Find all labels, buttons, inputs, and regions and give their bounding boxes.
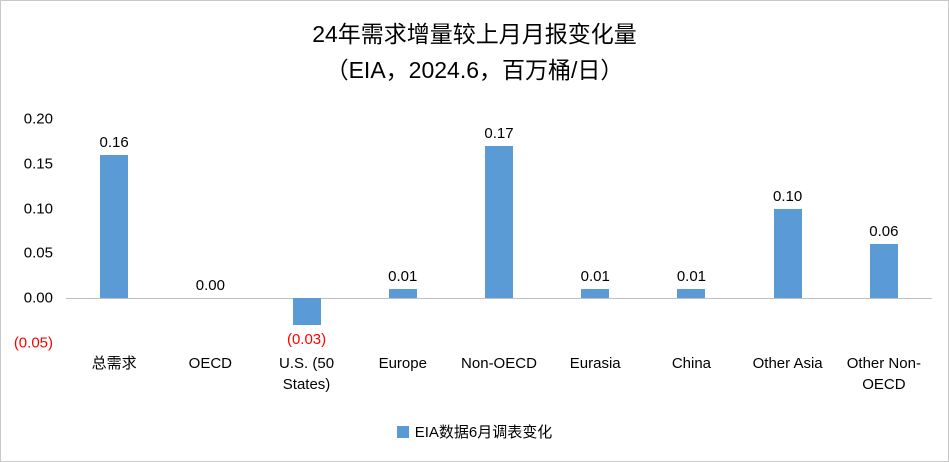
chart-title-line1: 24年需求增量较上月月报变化量 [312,21,637,47]
x-axis-line [66,298,932,300]
category-label: Eurasia [569,355,621,372]
chart-title: 24年需求增量较上月月报变化量 （EIA，2024.6，百万桶/日） [1,17,948,88]
category-label: Europe [378,355,427,372]
bar-6 [677,289,706,299]
y-tick-label: 0.20 [23,110,53,128]
bar-8 [869,244,898,299]
data-label: 0.00 [195,277,225,295]
category-label: 总需求 [91,355,137,372]
category-label: Other Non-OECD [846,355,921,393]
bar-column: 0.01 [355,119,451,343]
bar-column: 0.01 [547,119,643,343]
bar-column: 0.00 [162,119,258,343]
category-axis: 总需求 OECD U.S. (50 States) Europe Non-OECD Eur… [66,353,932,395]
chart-title-line2: （EIA，2024.6，百万桶/日） [325,56,624,83]
bar-7 [773,208,802,299]
y-tick-label: (0.05) [13,334,53,352]
bar-column: 0.17 [451,119,547,343]
bar-2 [292,298,321,326]
category-label: Non-OECD [461,355,537,372]
bar-4 [484,145,513,299]
legend-label: EIA数据6月调表变化 [414,424,553,441]
bar-column: 0.06 [836,119,932,343]
bar-3 [388,289,417,299]
bar-column: (0.03) [258,119,354,348]
data-label: (0.03) [286,331,327,349]
legend: EIA数据6月调表变化 [1,421,948,442]
bar-column: 0.10 [740,119,836,343]
category-label: U.S. (50 States) [279,355,335,393]
data-label: 0.10 [773,187,803,205]
bar-column: 0.16 [66,119,162,343]
bar-0 [100,154,129,299]
legend-swatch-icon [396,425,409,438]
data-label: 0.17 [484,124,514,142]
data-label: 0.01 [580,268,610,286]
category-label: China [671,355,712,372]
y-tick-label: 0.00 [23,289,53,307]
bar-5 [581,289,610,299]
y-tick-label: 0.05 [23,244,53,262]
category-label: OECD [188,355,232,372]
data-label: 0.06 [869,223,899,241]
bar-column: 0.01 [643,119,739,343]
y-tick-label: 0.10 [23,200,53,218]
bars-row: 0.16 0.00 (0.03) 0.01 0.17 0.01 0.01 0.10 0.06 [66,119,932,348]
plot-area: 0.16 0.00 (0.03) 0.01 0.17 0.01 0.01 0.10 0.06 [66,119,932,348]
data-label: 0.01 [388,268,418,286]
y-axis: 0.20 0.15 0.10 0.05 0.00 (0.05) [1,111,59,352]
y-tick-label: 0.15 [23,155,53,173]
category-label: Other Asia [752,355,823,372]
data-label: 0.01 [676,268,707,286]
data-label: 0.16 [99,133,129,151]
